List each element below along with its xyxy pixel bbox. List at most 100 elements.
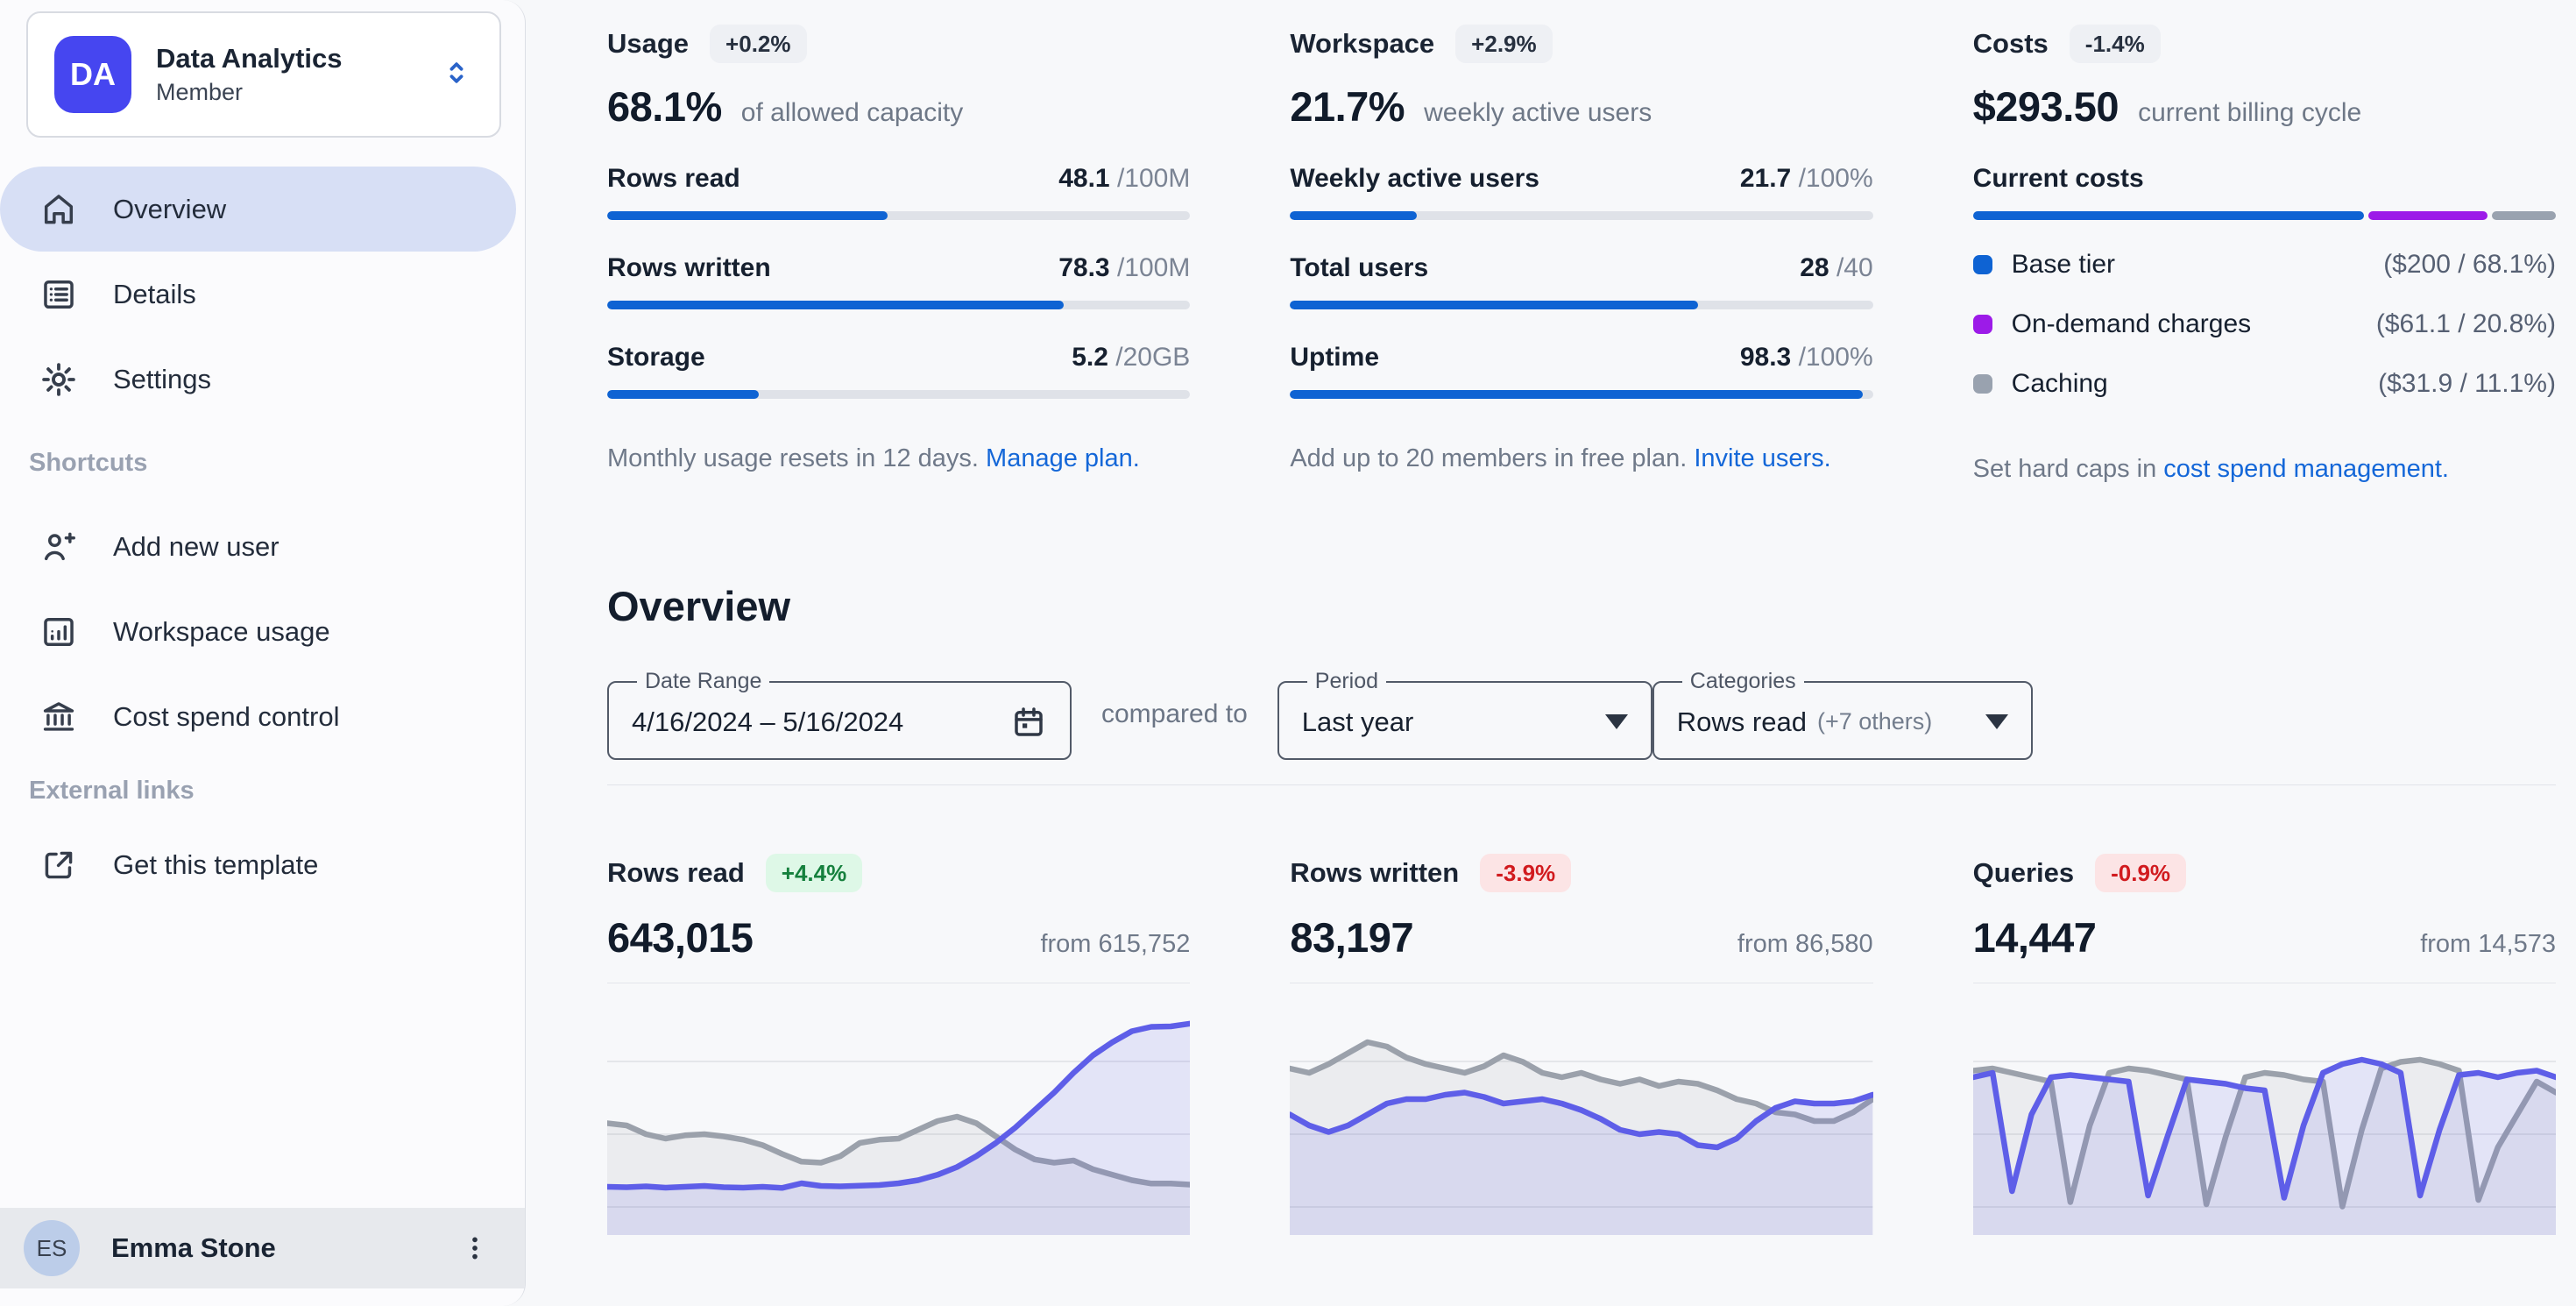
- progress-track: [607, 390, 1191, 399]
- workspace-big-caption: weekly active users: [1424, 98, 1652, 127]
- metric-uptime: Uptime 98.3 /100%: [1290, 343, 1873, 399]
- card-trend-badge: +4.4%: [765, 854, 863, 892]
- date-range-value: 4/16/2024 – 5/16/2024: [632, 706, 904, 737]
- card-value: 83,197: [1290, 914, 1414, 961]
- metric-label: Rows read: [607, 164, 740, 193]
- legend-dot: [1972, 315, 1992, 334]
- metric-value: 48.1 /100M: [1058, 164, 1191, 193]
- workspace-avatar: DA: [54, 36, 131, 113]
- workspace-switcher[interactable]: DA Data Analytics Member: [26, 11, 501, 138]
- progress-fill: [607, 390, 759, 399]
- date-range-field[interactable]: Date Range 4/16/2024 – 5/16/2024: [607, 669, 1072, 760]
- costs-trend-badge: -1.4%: [2069, 25, 2161, 63]
- legend-dot: [1972, 255, 1992, 274]
- metric-storage: Storage 5.2 /20GB: [607, 343, 1191, 399]
- sidebar-item-label: Get this template: [113, 848, 319, 880]
- usage-big-caption: of allowed capacity: [740, 98, 964, 127]
- progress-fill: [1290, 211, 1417, 220]
- sidebar-item-label: Details: [113, 278, 196, 309]
- sidebar-item-label: Workspace usage: [113, 615, 330, 647]
- metric-value: 21.7 /100%: [1739, 164, 1873, 193]
- categories-extra: (+7 others): [1816, 708, 1933, 735]
- workspace-big-value: 21.7%: [1290, 83, 1405, 130]
- chevron-down-icon: [1985, 714, 2008, 729]
- sidebar-nav: Overview Details Settings: [0, 167, 525, 907]
- sidebar: DA Data Analytics Member Overview: [0, 0, 526, 1306]
- progress-fill: [1290, 301, 1699, 309]
- card-title: Queries: [1972, 857, 2075, 888]
- user-name: Emma Stone: [111, 1232, 276, 1263]
- costs-title: Costs: [1972, 28, 2049, 59]
- caption-text: Add up to 20 members in free plan.: [1290, 444, 1688, 472]
- page-title: Overview: [607, 583, 791, 629]
- legend-label: Caching: [2011, 369, 2108, 398]
- sidebar-item-details[interactable]: Details: [0, 252, 516, 337]
- sidebar-item-workspace-usage[interactable]: Workspace usage: [0, 589, 516, 674]
- metric-label: Weekly active users: [1290, 164, 1539, 193]
- metric-label: Rows written: [607, 253, 771, 282]
- legend-row-on-demand: On-demand charges ($61.1 / 20.8%): [1972, 309, 2556, 339]
- usage-title: Usage: [607, 28, 690, 59]
- metric-value: 78.3 /100M: [1058, 253, 1191, 282]
- legend-label: On-demand charges: [2011, 309, 2252, 338]
- period-value: Last year: [1301, 706, 1414, 737]
- invite-users-link[interactable]: Invite users.: [1694, 444, 1831, 472]
- legend-value: ($61.1 / 20.8%): [2375, 309, 2556, 338]
- sidebar-item-get-this-template[interactable]: Get this template: [0, 822, 516, 907]
- cost-stacked-bar: [1972, 211, 2556, 220]
- gear-icon: [39, 360, 78, 399]
- costs-stat-column: Costs -1.4% $293.50 current billing cycl…: [1972, 23, 2556, 484]
- sidebar-item-add-new-user[interactable]: Add new user: [0, 504, 516, 589]
- workspace-caption: Add up to 20 members in free plan. Invit…: [1290, 444, 1872, 473]
- sidebar-item-cost-spend-control[interactable]: Cost spend control: [0, 674, 516, 759]
- costs-caption: Set hard caps in cost spend management.: [1973, 455, 2556, 484]
- workspace-stat-column: Workspace +2.9% 21.7% weekly active user…: [1290, 23, 1873, 484]
- chart-container: [1972, 983, 2556, 1235]
- metric-weekly-active-users: Weekly active users 21.7 /100%: [1290, 164, 1873, 220]
- chart-container: [607, 983, 1191, 1235]
- card-rows-read: Rows read +4.4% 643,015 from 615,752: [607, 852, 1191, 1235]
- top-stats-row: Usage +0.2% 68.1% of allowed capacity Ro…: [607, 23, 2556, 484]
- rows-written-sparkline-chart: [1290, 1039, 1873, 1235]
- user-row[interactable]: ES Emma Stone: [0, 1208, 525, 1288]
- period-select[interactable]: Period Last year: [1277, 669, 1652, 760]
- caption-text: Set hard caps in: [1972, 455, 2157, 483]
- metric-value: 98.3 /100%: [1739, 343, 1873, 372]
- categories-select[interactable]: Categories Rows read (+7 others): [1652, 669, 2033, 760]
- date-range-label: Date Range: [645, 669, 762, 693]
- progress-fill: [607, 211, 888, 220]
- card-previous-value: from 615,752: [1040, 930, 1191, 958]
- chevron-down-icon: [1604, 714, 1628, 729]
- avatar: ES: [24, 1220, 80, 1276]
- progress-track: [1290, 301, 1873, 309]
- legend-value: ($31.9 / 11.1%): [2378, 369, 2556, 398]
- home-icon: [39, 190, 78, 229]
- card-trend-badge: -0.9%: [2095, 854, 2187, 892]
- sidebar-item-overview[interactable]: Overview: [0, 167, 516, 252]
- sidebar-section-external-links: External links: [29, 776, 195, 805]
- usage-trend-badge: +0.2%: [710, 25, 807, 63]
- sidebar-item-label: Cost spend control: [113, 700, 340, 732]
- legend-row-caching: Caching ($31.9 / 11.1%): [1972, 369, 2556, 399]
- sidebar-item-label: Overview: [113, 193, 227, 224]
- current-costs-block: Current costs: [1972, 164, 2556, 220]
- kebab-menu-icon[interactable]: [455, 1228, 495, 1268]
- manage-plan-link[interactable]: Manage plan.: [986, 444, 1140, 472]
- workspace-info: Data Analytics Member: [156, 42, 343, 108]
- chart-square-icon: [39, 613, 78, 651]
- current-costs-label: Current costs: [1972, 164, 2144, 193]
- progress-track: [1290, 390, 1873, 399]
- metric-rows-read: Rows read 48.1 /100M: [607, 164, 1191, 220]
- compared-to-text: compared to: [1101, 699, 1248, 728]
- card-trend-badge: -3.9%: [1480, 854, 1572, 892]
- categories-label: Categories: [1689, 669, 1796, 693]
- sidebar-item-settings[interactable]: Settings: [0, 337, 516, 422]
- calendar-icon[interactable]: [1010, 704, 1047, 741]
- cost-spend-management-link[interactable]: cost spend management.: [2163, 455, 2449, 483]
- costs-big-caption: current billing cycle: [2138, 98, 2362, 127]
- card-value: 14,447: [1972, 914, 2097, 961]
- card-title: Rows read: [607, 857, 745, 888]
- unfold-chevrons-icon[interactable]: [440, 56, 473, 94]
- caption-text: Monthly usage resets in 12 days.: [607, 444, 979, 472]
- list-icon: [39, 275, 78, 314]
